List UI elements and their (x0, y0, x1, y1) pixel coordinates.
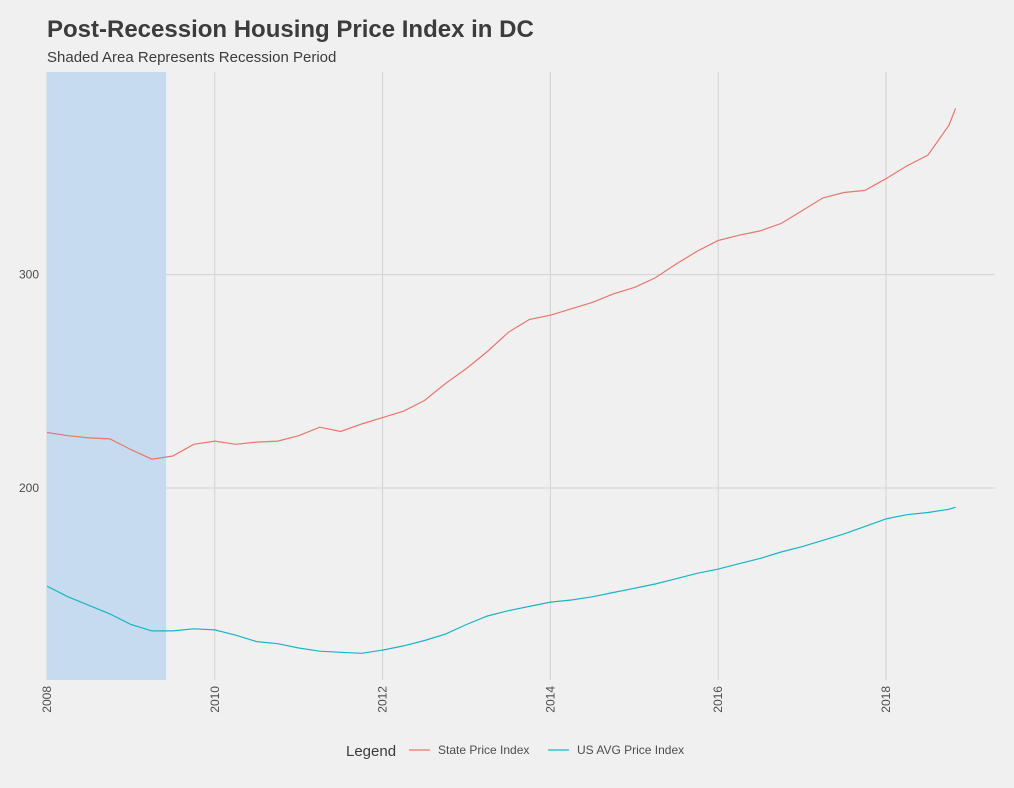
x-tick-label: 2012 (376, 686, 390, 713)
x-tick-label: 2008 (40, 686, 54, 713)
plot-area: 200 300 2008 2010 2012 2014 2016 2018 (19, 72, 995, 713)
chart-subtitle: Shaded Area Represents Recession Period (47, 49, 336, 66)
legend: Legend State Price Index US AVG Price Inde… (346, 743, 684, 760)
x-tick-label: 2018 (879, 686, 893, 713)
x-tick-label: 2016 (711, 686, 725, 713)
y-tick-label: 300 (19, 268, 39, 282)
x-tick-label: 2010 (208, 686, 222, 713)
x-tick-label: 2014 (543, 686, 557, 713)
legend-title: Legend (346, 743, 396, 760)
recession-shaded-area (47, 72, 167, 680)
y-tick-label: 200 (19, 481, 39, 495)
series-line-state (46, 108, 957, 460)
chart-title: Post-Recession Housing Price Index in DC (47, 16, 534, 43)
series-line-us-avg (46, 506, 956, 654)
legend-label-us-avg: US AVG Price Index (577, 743, 684, 757)
legend-label-state: State Price Index (438, 743, 529, 757)
